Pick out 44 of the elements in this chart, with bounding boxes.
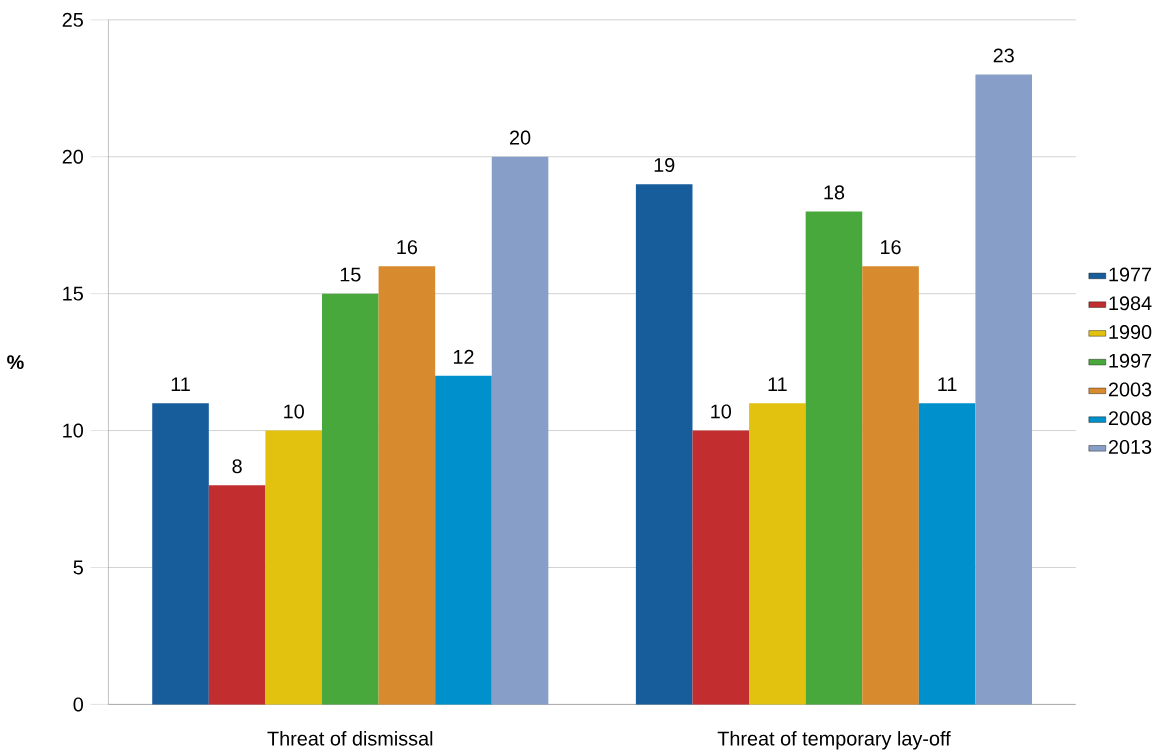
data-label: 11: [938, 377, 957, 392]
y-tick-label: 0: [73, 697, 83, 712]
y-tick-label: 5: [73, 560, 83, 575]
legend-label: 1990: [1109, 324, 1152, 339]
bar: [805, 211, 863, 705]
y-tick-label: 25: [62, 12, 83, 27]
bar: [975, 74, 1033, 705]
data-label: 18: [824, 185, 845, 200]
legend-label: 1977: [1109, 267, 1152, 282]
legend-label: 2013: [1108, 439, 1152, 454]
x-tick-label: Threat of dismissal: [267, 730, 433, 746]
bar: [378, 266, 436, 705]
y-axis-title: %: [7, 355, 24, 370]
legend-label: 2008: [1108, 411, 1152, 426]
bar: [491, 156, 549, 705]
data-label: 8: [232, 459, 242, 474]
bar: [918, 403, 976, 705]
bar: [862, 266, 919, 705]
legend-label: 1997: [1109, 353, 1152, 368]
y-tick-label: 15: [63, 286, 83, 301]
legend-label: 1984: [1109, 296, 1152, 311]
data-label: 20: [510, 130, 531, 145]
bar: [208, 485, 266, 705]
data-label: 11: [171, 377, 190, 392]
data-label: 11: [768, 377, 787, 392]
data-label: 15: [340, 267, 361, 282]
y-tick-label: 10: [63, 423, 83, 438]
bar: [322, 293, 379, 705]
y-tick-label: 20: [62, 149, 83, 164]
bar: [692, 430, 750, 705]
bar: [749, 403, 806, 705]
data-label: 16: [397, 240, 418, 255]
bar: [635, 184, 693, 705]
bar: [152, 403, 209, 705]
data-label: 10: [284, 404, 304, 419]
bar: [265, 430, 322, 705]
legend-label: 2003: [1108, 382, 1152, 397]
data-label: 12: [453, 349, 474, 364]
data-label: 19: [654, 157, 675, 172]
data-label: 16: [881, 240, 901, 255]
x-tick-label: Threat of temporary lay-off: [717, 730, 951, 750]
data-label: 23: [993, 48, 1014, 63]
data-label: 10: [711, 404, 732, 419]
bar: [435, 375, 492, 705]
